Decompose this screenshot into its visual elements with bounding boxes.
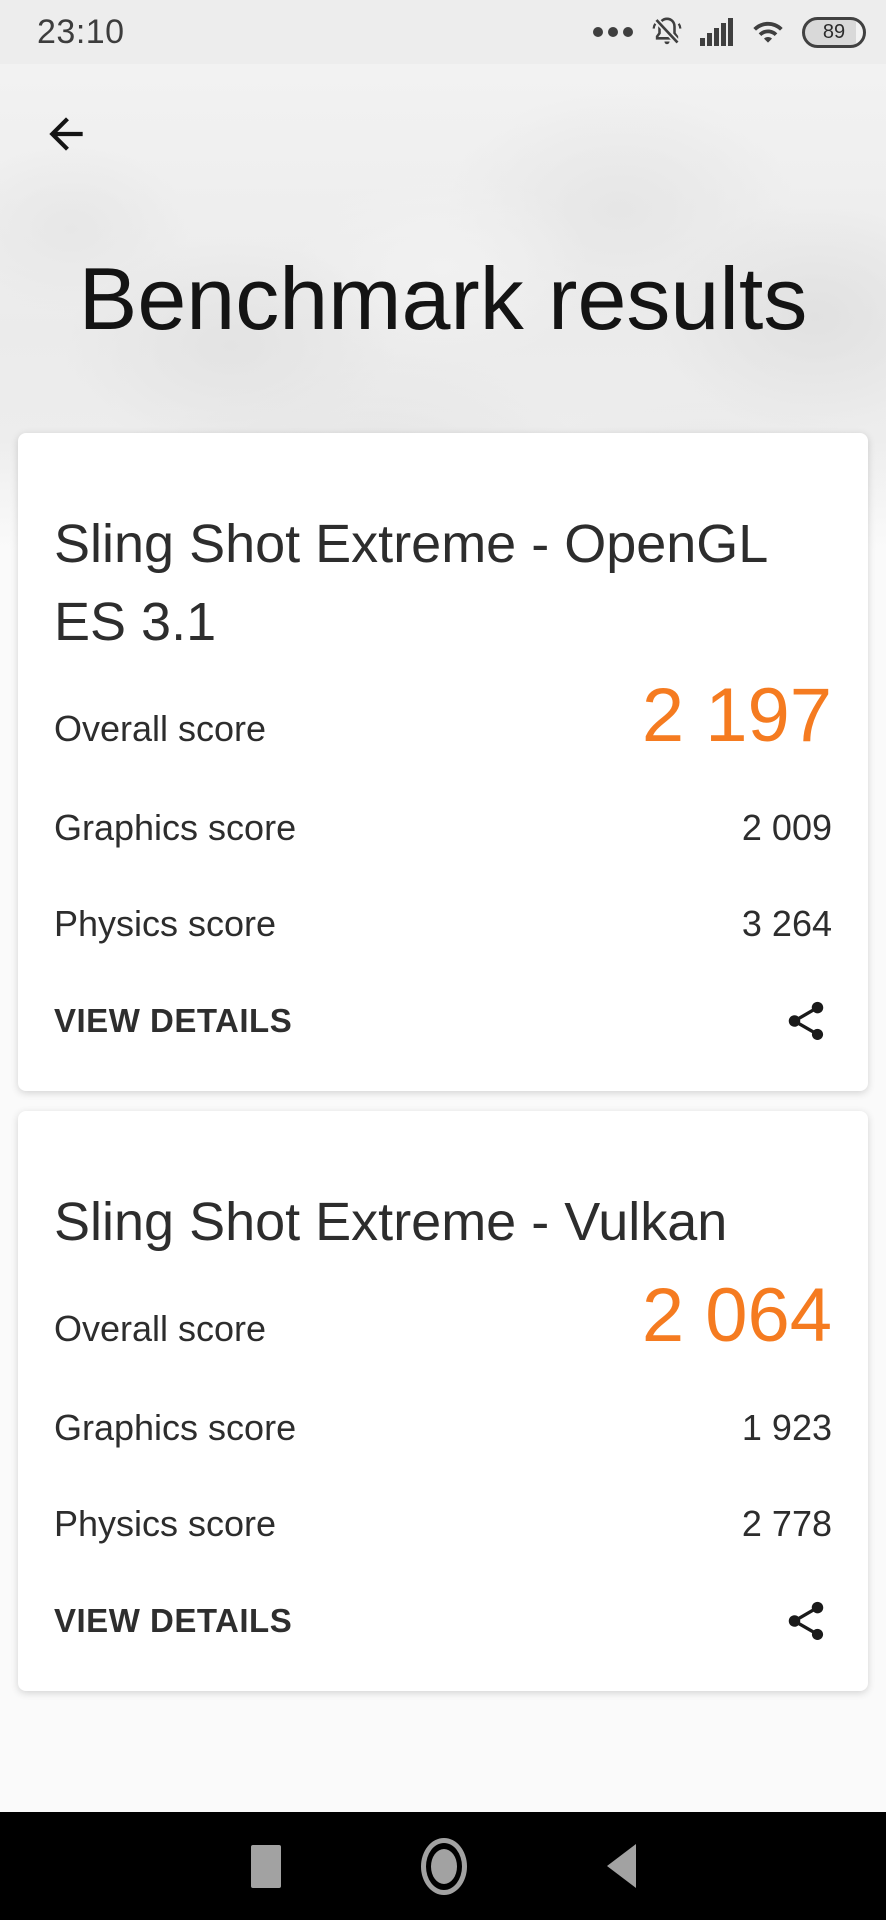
graphics-score-label: Graphics score [54, 1407, 297, 1448]
share-icon [788, 1601, 824, 1641]
clock: 23:10 [37, 12, 125, 51]
page-title: Benchmark results [78, 249, 808, 348]
share-button[interactable] [780, 1595, 832, 1647]
recents-button[interactable] [250, 1844, 281, 1888]
home-circle-icon [420, 1837, 467, 1895]
share-icon [788, 1001, 824, 1041]
battery-percent: 89 [822, 20, 846, 43]
graphics-score-row: Graphics score 2 009 [54, 803, 832, 853]
status-icons: 89 [592, 14, 866, 50]
status-bar: 23:10 89 [0, 0, 886, 64]
view-details-button[interactable]: VIEW DETAILS [54, 1002, 293, 1039]
home-circle-inner [430, 1848, 457, 1884]
back-button[interactable] [38, 106, 94, 162]
home-button[interactable] [420, 1837, 467, 1895]
view-details-button[interactable]: VIEW DETAILS [54, 1602, 293, 1639]
wifi-icon [753, 21, 783, 43]
benchmark-title: Sling Shot Extreme - Vulkan [54, 1192, 728, 1252]
card-actions-row: VIEW DETAILS [54, 995, 832, 1047]
recents-square-icon [250, 1844, 281, 1888]
arrow-left-icon [49, 117, 83, 151]
graphics-score-row: Graphics score 1 923 [54, 1403, 832, 1453]
physics-score-row: Physics score 2 778 [54, 1499, 832, 1549]
results-list: Sling Shot Extreme - OpenGL ES 3.1 Overa… [18, 433, 868, 1691]
overall-score-row: Overall score 2 197 [54, 675, 832, 757]
back-nav-button[interactable] [606, 1844, 636, 1888]
card-actions-row: VIEW DETAILS [54, 1595, 832, 1647]
physics-score-label: Physics score [54, 903, 277, 944]
physics-score-value: 2 778 [741, 1503, 832, 1544]
graphics-score-value: 1 923 [741, 1407, 832, 1448]
overall-score-value: 2 064 [641, 1273, 832, 1358]
cell-signal-icon [700, 18, 733, 46]
physics-score-value: 3 264 [741, 903, 832, 944]
overall-score-label: Overall score [54, 1308, 267, 1349]
overflow-dots-icon [593, 27, 633, 37]
back-triangle-icon [606, 1844, 636, 1888]
physics-score-label: Physics score [54, 1503, 277, 1544]
benchmark-title: Sling Shot Extreme - OpenGL ES 3.1 [54, 514, 767, 652]
graphics-score-value: 2 009 [741, 807, 832, 848]
graphics-score-label: Graphics score [54, 807, 297, 848]
battery-icon: 89 [802, 16, 866, 48]
notifications-muted-icon [652, 17, 682, 46]
result-card-opengl: Sling Shot Extreme - OpenGL ES 3.1 Overa… [18, 433, 868, 1091]
overall-score-value: 2 197 [641, 673, 832, 758]
overall-score-row: Overall score 2 064 [54, 1275, 832, 1357]
android-nav-bar [0, 1812, 886, 1920]
result-card-vulkan: Sling Shot Extreme - Vulkan Overall scor… [18, 1111, 868, 1691]
overall-score-label: Overall score [54, 708, 267, 749]
share-button[interactable] [780, 995, 832, 1047]
physics-score-row: Physics score 3 264 [54, 899, 832, 949]
